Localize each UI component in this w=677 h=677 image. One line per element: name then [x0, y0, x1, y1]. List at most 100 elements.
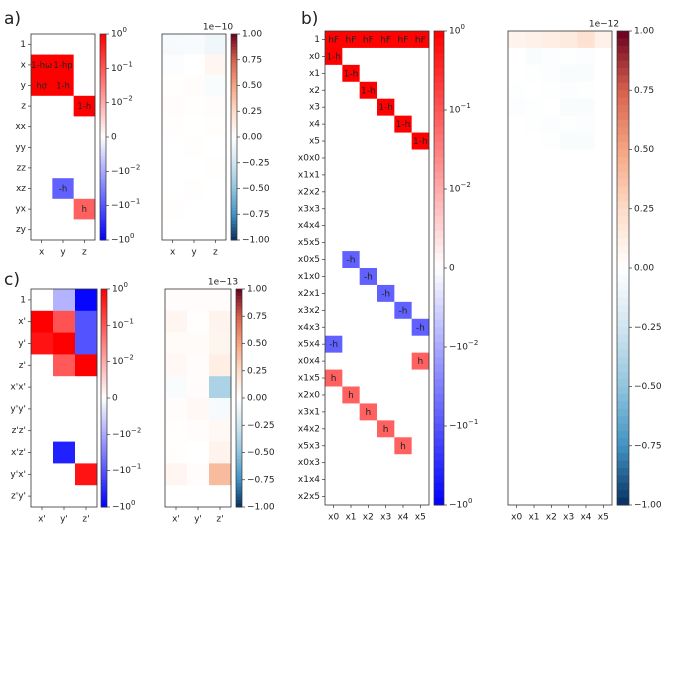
heatmap-cell-b-residual-r18-c1: [525, 335, 544, 354]
colorbar-segment-b-res-7: [617, 82, 629, 91]
colorbar-segment-c-58: [101, 486, 107, 491]
heatmap-cell-c-r9-c1: [53, 485, 76, 508]
cell-label-b-r5-c4: 1-h: [396, 120, 411, 130]
colorbar-segment-a-28: [100, 124, 106, 128]
heatmap-cell-b-residual-r9-c5: [594, 183, 613, 201]
colorbar-segment-a-46: [100, 182, 106, 186]
colorbar-segment-c-0: [101, 289, 107, 293]
heatmap-cell-b-r23-c1: [342, 420, 361, 438]
heatmap-cell-b-r23-c2: [359, 420, 378, 438]
y-tick-label-c-8: y'x': [10, 470, 26, 480]
colorbar-segment-c-36: [101, 411, 107, 416]
heatmap-cell-c-r0-c0: [31, 289, 54, 312]
heatmap-cell-b-r16-c3: [377, 301, 395, 320]
heatmap-cell-b-residual-r11-c0: [508, 217, 526, 235]
heatmap-cell-c-r0-c1: [53, 289, 76, 312]
heatmap-cell-b-r3-c1: [342, 81, 361, 100]
colorbar-segment-b-56: [434, 445, 444, 454]
colorbar-segment-a-55: [100, 211, 106, 215]
colorbar-segment-a-23: [100, 108, 106, 112]
colorbar-segment-a-10: [100, 66, 106, 70]
colorbar-segment-b-res-17: [617, 156, 629, 165]
colorbar-segment-a-43: [100, 172, 106, 177]
y-tick-label-a-7: xz: [16, 184, 26, 194]
heatmap-cell-c-residual-r9-c2: [209, 485, 232, 508]
colorbar-segment-c-52: [101, 466, 107, 471]
heatmap-cell-b-residual-r0-c2: [542, 31, 561, 49]
colorbar-tick-label-a-res-5: −0.25: [242, 158, 270, 168]
heatmap-cell-b-r7-c1: [342, 149, 361, 167]
colorbar-segment-b-res-34: [617, 282, 629, 291]
x-tick-label-c-residual-2: z': [216, 515, 223, 525]
colorbar-segment-b-31: [434, 260, 444, 269]
heatmap-cell-a-r3-c1: [52, 95, 75, 117]
colorbar-segment-a-res-50: [231, 194, 237, 199]
colorbar-segment-c-3: [101, 299, 107, 304]
heatmap-cell-b-r12-c3: [377, 234, 395, 252]
colorbar-tick-label-b-res-3: 0.25: [634, 204, 654, 214]
heatmap-cell-b-residual-r17-c2: [542, 318, 561, 337]
colorbar-segment-b-res-15: [617, 142, 629, 150]
y-tick-label-b-18: x5x4: [298, 340, 320, 350]
colorbar-segment-b-res-8: [617, 90, 629, 99]
heatmap-cell-b-residual-r2-c3: [560, 64, 578, 83]
heatmap-cell-b-r27-c3: [377, 488, 395, 506]
heatmap-cell-b-residual-r26-c3: [560, 471, 578, 489]
heatmap-cell-b-r6-c1: [342, 132, 361, 150]
heatmap-cell-a-r1-c0: [31, 54, 53, 76]
colorbar-segment-a-32: [100, 137, 106, 141]
heatmap-cell-b-r12-c1: [342, 234, 361, 252]
colorbar-segment-b-54: [434, 430, 444, 439]
colorbar-segment-b-44: [434, 356, 444, 365]
heatmap-cell-b-residual-r22-c5: [594, 403, 613, 421]
y-tick-label-c-0: 1: [20, 295, 26, 305]
heatmap-cell-a-residual-r1-c0: [162, 54, 184, 76]
colorbar-segment-c-res-5: [236, 306, 242, 310]
colorbar-segment-a-res-44: [231, 175, 237, 180]
colorbar-segment-b-6: [434, 75, 444, 84]
heatmap-cell-b-r5-c1: [342, 115, 361, 133]
colorbar-segment-b-53: [434, 423, 444, 432]
panel-label-b: b): [301, 9, 318, 29]
heatmap-cell-b-r12-c5: [411, 234, 430, 252]
colorbar-tick-label-b-res-6: −0.50: [634, 382, 662, 392]
colorbar-segment-a-res-56: [231, 214, 237, 218]
y-tick-label-b-17: x4x3: [298, 323, 320, 333]
colorbar-tick-label-c-res-4: 0.00: [247, 394, 267, 404]
colorbar-segment-a-res-11: [231, 69, 237, 74]
colorbar-segment-c-30: [101, 391, 107, 396]
colorbar-segment-a-54: [100, 207, 106, 212]
colorbar-segment-b-34: [434, 282, 444, 291]
heatmap-cell-b-r23-c4: [394, 420, 413, 438]
colorbar-segment-c-res-6: [236, 309, 242, 314]
colorbar-tick-label-a-5: −10−1: [111, 198, 140, 212]
x-tick-label-b-residual-2: x2: [546, 513, 557, 523]
colorbar-tick-label-b-0-exponent: 0: [460, 23, 464, 31]
cell-label-b-r3-c2: 1-h: [361, 86, 376, 96]
colorbar-segment-a-res-37: [231, 153, 237, 157]
colorbar-segment-a-res-42: [231, 169, 237, 173]
heatmap-cell-b-r18-c2: [359, 335, 378, 354]
colorbar-tick-label-b-6: −100: [449, 497, 472, 511]
colorbar-segment-a-56: [100, 214, 106, 218]
heatmap-cell-b-residual-r24-c3: [560, 437, 578, 455]
heatmap-cell-b-residual-r24-c0: [508, 437, 526, 455]
heatmap-cell-b-residual-r20-c5: [594, 369, 613, 387]
colorbar-segment-c-21: [101, 360, 107, 365]
heatmap-cell-b-residual-r27-c4: [577, 488, 596, 506]
colorbar-segment-b-res-5: [617, 68, 629, 76]
x-tick-label-b-residual-4: x4: [580, 513, 591, 523]
heatmap-cell-b-r10-c5: [411, 200, 430, 218]
colorbar-segment-a-res-33: [231, 140, 237, 144]
colorbar-tick-label-c-res-3: 0.25: [247, 366, 267, 376]
colorbar-segment-b-res-10: [617, 105, 629, 113]
heatmap-cell-b-r4-c0: [325, 98, 343, 117]
heatmap-cell-a-r2-c2: [73, 75, 96, 97]
colorbar-segment-b-50: [434, 401, 444, 410]
heatmap-cell-b-r15-c5: [411, 284, 430, 303]
heatmap-cell-b-r25-c3: [377, 454, 395, 472]
colorbar-tick-label-c-res-8: −1.00: [247, 503, 275, 513]
colorbar-segment-a-13: [100, 75, 106, 80]
colorbar-segment-c-res-49: [236, 455, 242, 460]
heatmap-cell-b-r15-c0: [325, 284, 343, 303]
